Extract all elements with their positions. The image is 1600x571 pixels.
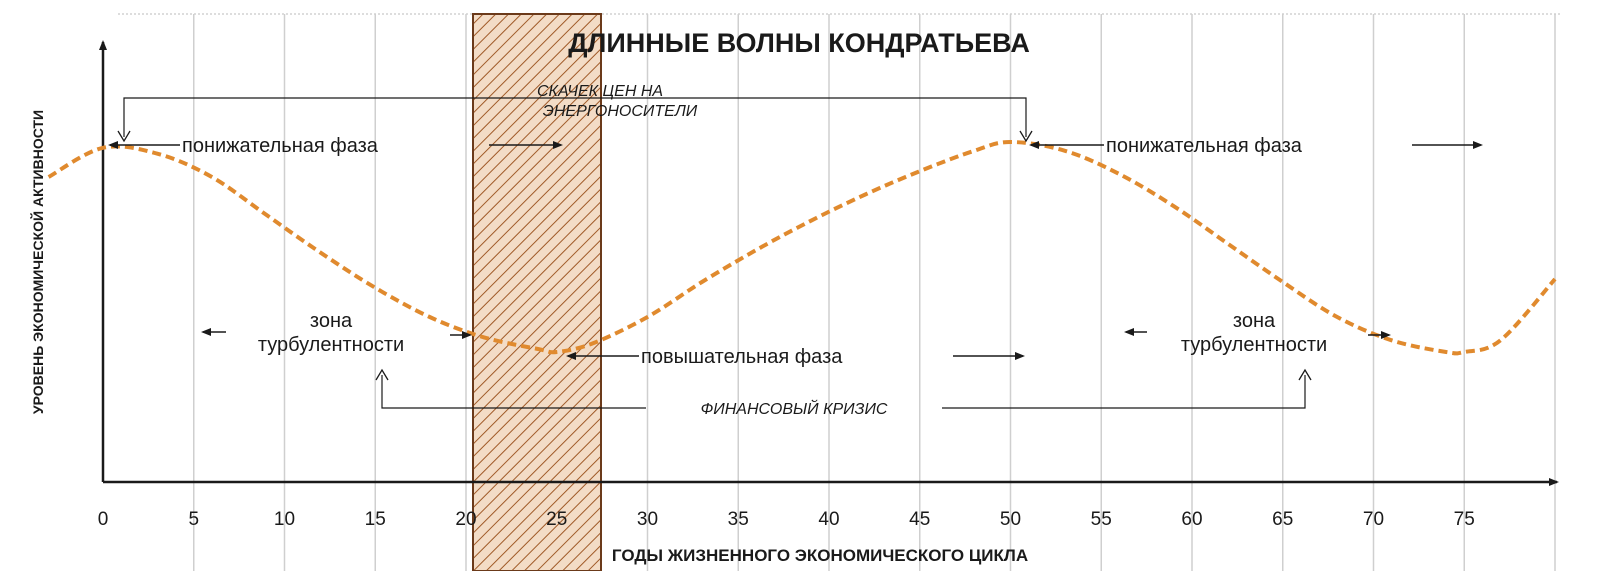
- x-tick-label: 55: [1091, 509, 1112, 530]
- energy-jump-label-2: ЭНЕРГОНОСИТЕЛИ: [543, 103, 698, 120]
- x-tick-label: 50: [1000, 509, 1021, 530]
- x-axis-label: ГОДЫ ЖИЗНЕННОГО ЭКОНОМИЧЕСКОГО ЦИКЛА: [612, 546, 1028, 565]
- wave-curve: [47, 139, 1557, 356]
- turbulence-2-label-1: зона: [1233, 310, 1276, 332]
- x-tick-label: 30: [637, 509, 658, 530]
- x-tick-label: 65: [1272, 509, 1293, 530]
- chart-title: ДЛИННЫЕ ВОЛНЫ КОНДРАТЬЕВА: [568, 28, 1030, 58]
- x-tick-label: 20: [455, 509, 476, 530]
- x-tick-label: 40: [818, 509, 839, 530]
- financial-crisis-label: ФИНАНСОВЫЙ КРИЗИС: [701, 399, 888, 418]
- turbulence-1-label-1: зона: [310, 310, 353, 332]
- energy-jump-label-1: СКАЧЕК ЦЕН НА: [537, 83, 663, 100]
- y-axis-label: УРОВЕНЬ ЭКОНОМИЧЕСКОЙ АКТИВНОСТИ: [29, 110, 46, 414]
- energy-price-bracket: [117, 97, 1033, 143]
- x-tick-label: 15: [365, 509, 386, 530]
- energy-price-jump-band: [472, 13, 602, 571]
- turbulence-1-label-2: турбулентности: [258, 334, 404, 356]
- up-phase-label: повышательная фаза: [641, 346, 843, 368]
- x-tick-label: 70: [1363, 509, 1384, 530]
- x-tick-label: 75: [1454, 509, 1475, 530]
- turbulence-2-label-2: турбулентности: [1181, 334, 1327, 356]
- x-tick-label: 25: [546, 509, 567, 530]
- down-phase-1-label: понижательная фаза: [182, 135, 379, 157]
- x-tick-label: 0: [98, 509, 109, 530]
- x-tick-label: 45: [909, 509, 930, 530]
- x-tick-label: 35: [728, 509, 749, 530]
- x-tick-label: 60: [1181, 509, 1202, 530]
- x-tick-labels: 0 5 10 15 20 25 30 35 40 45 50 55 60 65 70 75: [98, 509, 1475, 530]
- financial-crisis-bracket: [375, 368, 1312, 409]
- x-tick-label: 10: [274, 509, 295, 530]
- x-tick-label: 5: [188, 509, 199, 530]
- down-phase-2-label: понижательная фаза: [1106, 135, 1303, 157]
